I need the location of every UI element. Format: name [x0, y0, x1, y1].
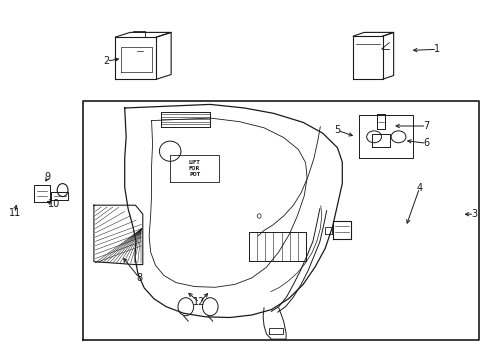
Text: 5: 5 — [334, 125, 340, 135]
Text: LIFT
FOR
POT: LIFT FOR POT — [188, 160, 200, 177]
Text: 2: 2 — [103, 56, 109, 66]
Text: 11: 11 — [8, 208, 21, 218]
Text: 12: 12 — [193, 297, 205, 307]
Text: 7: 7 — [423, 121, 428, 131]
Text: 9: 9 — [45, 172, 51, 182]
Text: 1: 1 — [433, 44, 439, 54]
Text: 3: 3 — [470, 209, 476, 219]
Text: 10: 10 — [47, 199, 60, 210]
Text: 6: 6 — [423, 138, 428, 148]
Text: 4: 4 — [416, 183, 422, 193]
Text: 8: 8 — [136, 273, 142, 283]
